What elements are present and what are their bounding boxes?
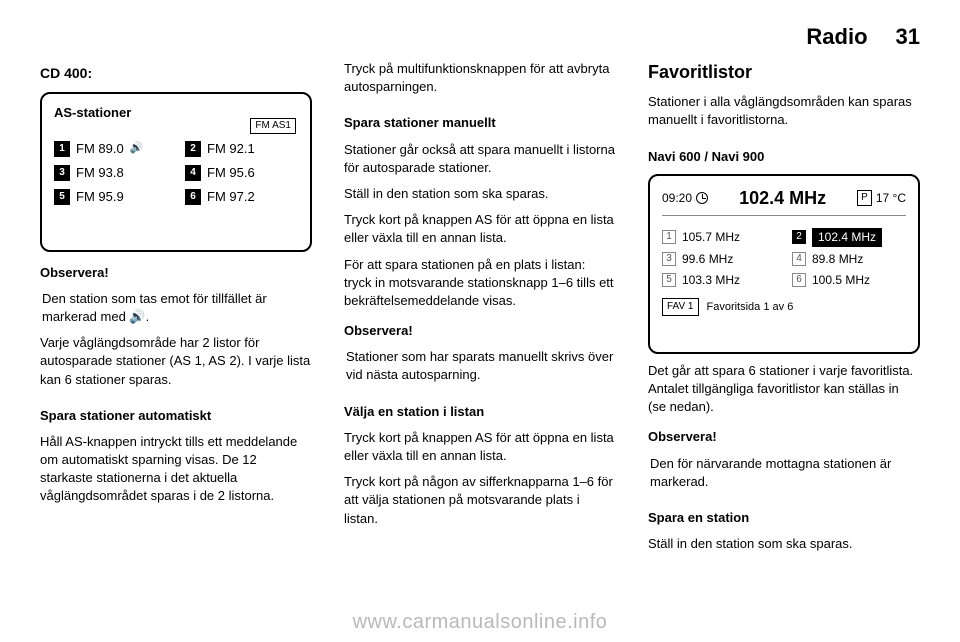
preset-label: FM 92.1 (207, 140, 255, 158)
section-heading-manual-save: Spara stationer manuellt (344, 114, 616, 132)
preset-key: 5 (662, 273, 676, 287)
temp-badge: P (857, 190, 872, 206)
preset-key: 2 (185, 141, 201, 157)
body-paragraph: Stationer går också att spara manuellt i… (344, 141, 616, 177)
clock-icon (696, 192, 708, 204)
note-heading: Observera! (648, 428, 920, 446)
preset-key: 6 (185, 189, 201, 205)
fav-row: FAV 1 Favoritsida 1 av 6 (662, 298, 906, 316)
page-header: Radio 31 (806, 22, 920, 53)
preset-label: 99.6 MHz (682, 251, 733, 268)
preset-label: FM 97.2 (207, 188, 255, 206)
note-heading: Observera! (40, 264, 312, 282)
body-paragraph: Tryck kort på knappen AS för att öppna e… (344, 429, 616, 465)
body-paragraph: Varje våglängdsområde har 2 listor för a… (40, 334, 312, 389)
column-2: Tryck på multifunktionsknappen för att a… (344, 60, 616, 602)
column-1: CD 400: AS-stationer FM AS1 1 FM 89.0 🔊 … (40, 60, 312, 602)
preset-key: 1 (54, 141, 70, 157)
model-heading-navi: Navi 600 / Navi 900 (648, 148, 920, 166)
note-heading: Observera! (344, 322, 616, 340)
preset-key: 3 (662, 252, 676, 266)
body-paragraph: Tryck kort på knappen AS för att öppna e… (344, 211, 616, 247)
preset-key: 2 (792, 230, 806, 244)
note-text: Den för närvarande mottagna stationen är… (650, 455, 920, 491)
heading-favoritlistor: Favoritlistor (648, 60, 920, 85)
preset-5: 5 FM 95.9 (54, 188, 167, 206)
preset-label: FM 95.9 (76, 188, 124, 206)
preset-6: 6 FM 97.2 (185, 188, 298, 206)
section-heading-auto-save: Spara stationer automatiskt (40, 407, 312, 425)
page-content: CD 400: AS-stationer FM AS1 1 FM 89.0 🔊 … (40, 60, 920, 602)
preset-label: 89.8 MHz (812, 251, 863, 268)
body-paragraph: Stationer i alla våglängdsområden kan sp… (648, 93, 920, 129)
model-heading-cd400: CD 400: (40, 64, 312, 84)
main-frequency: 102.4 MHz (708, 186, 857, 211)
speaker-icon: 🔊 (130, 141, 144, 156)
body-paragraph: För att spara stationen på en plats i li… (344, 256, 616, 311)
body-paragraph: Håll AS-knappen intryckt tills ett medde… (40, 433, 312, 506)
note-text: Den station som tas emot för tillfället … (42, 290, 312, 326)
preset-label: 102.4 MHz (812, 228, 882, 247)
preset-3: 3 FM 93.8 (54, 164, 167, 182)
preset-5: 5 103.3 MHz (662, 272, 776, 289)
preset-label: FM 95.6 (207, 164, 255, 182)
temp-value: 17 °C (876, 190, 906, 207)
preset-key: 4 (185, 165, 201, 181)
preset-2-selected: 2 102.4 MHz (792, 228, 906, 247)
preset-2: 2 FM 92.1 (185, 140, 298, 158)
section-heading-select-in-list: Välja en station i listan (344, 403, 616, 421)
radio-display-cd400: AS-stationer FM AS1 1 FM 89.0 🔊 2 FM 92.… (40, 92, 312, 252)
preset-3: 3 99.6 MHz (662, 251, 776, 268)
watermark-url: www.carmanualsonline.info (353, 608, 608, 636)
clock-time: 09:20 (662, 190, 692, 207)
preset-key: 5 (54, 189, 70, 205)
body-paragraph: Ställ in den station som ska sparas. (344, 185, 616, 203)
body-paragraph: Det går att spara 6 stationer i varje fa… (648, 362, 920, 417)
note-text: Stationer som har sparats manuellt skriv… (346, 348, 616, 384)
band-badge: FM AS1 (250, 118, 296, 134)
preset-label: FM 89.0 (76, 140, 124, 158)
preset-label: FM 93.8 (76, 164, 124, 182)
body-paragraph: Tryck kort på någon av sifferknapparna 1… (344, 473, 616, 528)
page-number: 31 (896, 22, 920, 53)
radio-display-navi: 09:20 102.4 MHz P 17 °C 1 105.7 MHz 2 10… (648, 174, 920, 354)
preset-key: 1 (662, 230, 676, 244)
display-top-bar: 09:20 102.4 MHz P 17 °C (662, 186, 906, 216)
preset-key: 3 (54, 165, 70, 181)
preset-key: 4 (792, 252, 806, 266)
column-3: Favoritlistor Stationer i alla våglängds… (648, 60, 920, 602)
section-title: Radio (806, 22, 867, 53)
fav-button: FAV 1 (662, 298, 699, 316)
preset-grid: 1 FM 89.0 🔊 2 FM 92.1 3 FM 93.8 4 FM 95.… (54, 140, 298, 207)
preset-4: 4 89.8 MHz (792, 251, 906, 268)
preset-key: 6 (792, 273, 806, 287)
section-heading-save-station: Spara en station (648, 509, 920, 527)
fav-page-text: Favoritsida 1 av 6 (707, 300, 794, 315)
preset-1: 1 105.7 MHz (662, 228, 776, 247)
preset-label: 103.3 MHz (682, 272, 740, 289)
preset-6: 6 100.5 MHz (792, 272, 906, 289)
preset-1: 1 FM 89.0 🔊 (54, 140, 167, 158)
preset-4: 4 FM 95.6 (185, 164, 298, 182)
body-paragraph: Ställ in den station som ska sparas. (648, 535, 920, 553)
body-paragraph: Tryck på multifunktionsknappen för att a… (344, 60, 616, 96)
preset-grid: 1 105.7 MHz 2 102.4 MHz 3 99.6 MHz 4 89.… (662, 228, 906, 288)
preset-label: 105.7 MHz (682, 229, 740, 246)
preset-label: 100.5 MHz (812, 272, 870, 289)
